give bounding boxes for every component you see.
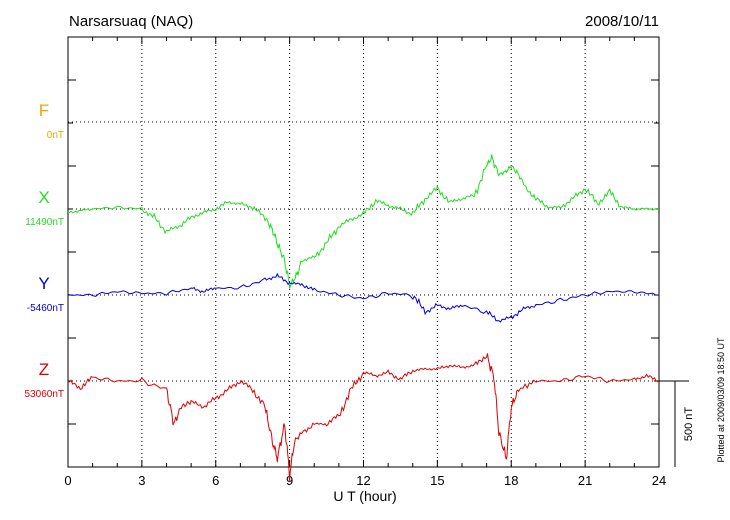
series-lines	[67, 154, 660, 481]
scale-bar-label: 500 nT	[683, 407, 695, 442]
plotted-note: Plotted at 2009/03/09 18:50 UT	[716, 337, 726, 463]
x-tick-label: 6	[212, 473, 219, 488]
series-name-x: X	[38, 188, 49, 207]
series-baseline-z: 53060nT	[25, 389, 64, 400]
x-tick-label: 0	[64, 473, 71, 488]
x-tick-label: 15	[430, 473, 444, 488]
x-tick-label: 18	[504, 473, 518, 488]
series-name-y: Y	[38, 274, 49, 293]
series-baseline-y: -5460nT	[27, 303, 64, 314]
series-baseline-f: 0nT	[47, 130, 64, 141]
date-label: 2008/10/11	[585, 13, 659, 30]
x-tick-label: 3	[138, 473, 145, 488]
x-tick-label: 12	[356, 473, 370, 488]
axis-ticks	[67, 36, 660, 468]
series-baseline-x: 11490nT	[25, 217, 64, 228]
x-tick-label: 24	[652, 473, 666, 488]
series-line-x	[67, 154, 660, 289]
x-tick-labels: 0 3 6 9 12 15 18 21 24	[64, 473, 666, 488]
series-name-z: Z	[39, 360, 49, 379]
grid-lines	[68, 37, 659, 467]
series-name-f: F	[39, 101, 49, 120]
series-line-z	[67, 353, 660, 481]
series-line-y	[67, 272, 660, 323]
x-tick-label: 21	[578, 473, 592, 488]
x-axis-label: U T (hour)	[333, 488, 396, 504]
station-title: Narsarsuaq (NAQ)	[69, 13, 193, 30]
series-labels: F 0nT X 11490nT Y -5460nT Z 53060nT	[25, 101, 64, 400]
